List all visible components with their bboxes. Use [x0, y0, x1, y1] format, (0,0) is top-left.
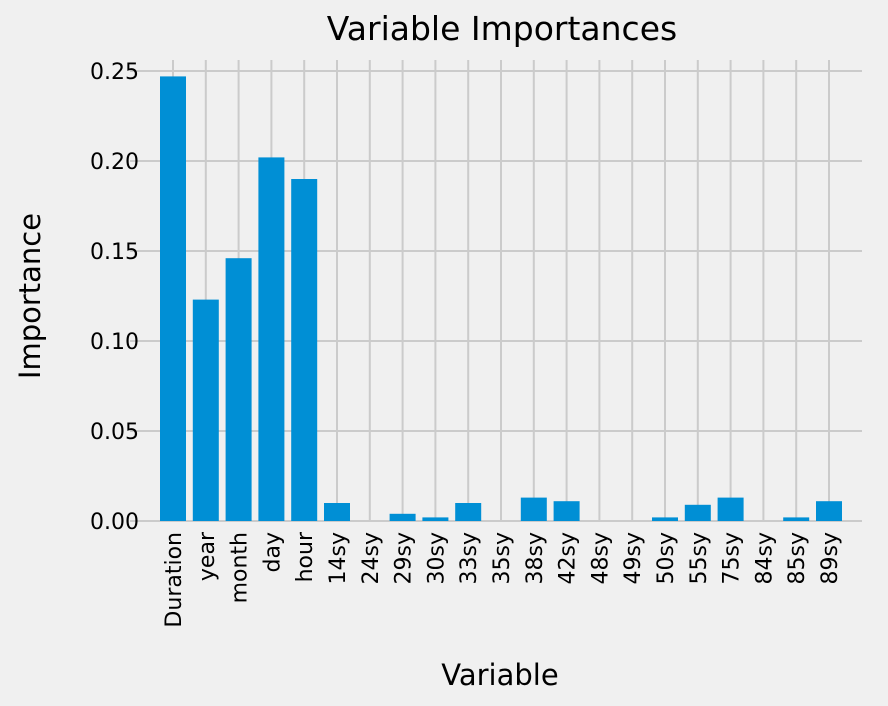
bar-42sy: [553, 501, 580, 521]
x-tick-label: month: [228, 532, 253, 603]
y-tick-label: 0.25: [90, 60, 139, 85]
bar-75sy: [717, 497, 744, 521]
bar-29sy: [389, 513, 416, 521]
x-tick-label: Duration: [162, 532, 187, 628]
grid-lines: [130, 60, 862, 522]
bar-month: [225, 258, 252, 521]
y-tick-label: 0.05: [90, 420, 139, 445]
x-tick-label: year: [195, 531, 220, 581]
bar-50sy: [652, 517, 678, 521]
bar-33sy: [455, 503, 482, 521]
bar-14sy: [324, 503, 350, 521]
x-tick-label: 48sy: [588, 532, 613, 584]
x-tick-label: 89sy: [818, 532, 843, 584]
y-tick-label: 0.20: [90, 150, 139, 175]
bar-hour: [291, 179, 318, 521]
x-tick-label: 35sy: [490, 532, 515, 584]
y-tick-label: 0.10: [90, 330, 139, 355]
x-tick-label: 50sy: [654, 532, 679, 584]
bar-year: [192, 299, 219, 521]
bar-day: [258, 157, 285, 521]
x-tick-label: 14sy: [326, 532, 351, 584]
bar-85sy: [783, 517, 810, 521]
x-tick-label: 24sy: [359, 532, 384, 584]
bar-30sy: [422, 517, 449, 521]
x-tick-label: 49sy: [621, 532, 646, 584]
x-tick-label: 85sy: [785, 532, 810, 584]
y-tick-label: 0.00: [90, 510, 139, 535]
bar-duration: [160, 76, 186, 522]
x-tick-label: 29sy: [392, 532, 417, 584]
y-axis-label: Importance: [13, 213, 47, 379]
x-tick-label: hour: [293, 531, 318, 582]
x-tick-label: 55sy: [687, 532, 712, 584]
x-tick-label: 42sy: [556, 532, 581, 584]
bars: [160, 76, 842, 522]
y-tick-label: 0.15: [90, 240, 139, 265]
bar-89sy: [816, 501, 842, 521]
x-tick-label: 38sy: [523, 532, 548, 584]
x-tick-label: 75sy: [720, 532, 745, 584]
x-tick-label: 84sy: [752, 532, 777, 584]
bar-55sy: [684, 504, 711, 521]
x-axis-label: Variable: [441, 658, 558, 692]
x-tick-label: 33sy: [457, 532, 482, 584]
x-tick-label: 30sy: [424, 532, 449, 584]
x-tick-label: day: [260, 532, 285, 572]
x-tick-labels: Duration year month day hour 14sy 24sy 29sy 30sy…: [162, 531, 843, 628]
bar-38sy: [520, 497, 547, 521]
y-tick-labels: 0.00 0.05 0.10 0.15 0.20 0.25: [90, 60, 139, 535]
chart-title: Variable Importances: [327, 9, 677, 48]
